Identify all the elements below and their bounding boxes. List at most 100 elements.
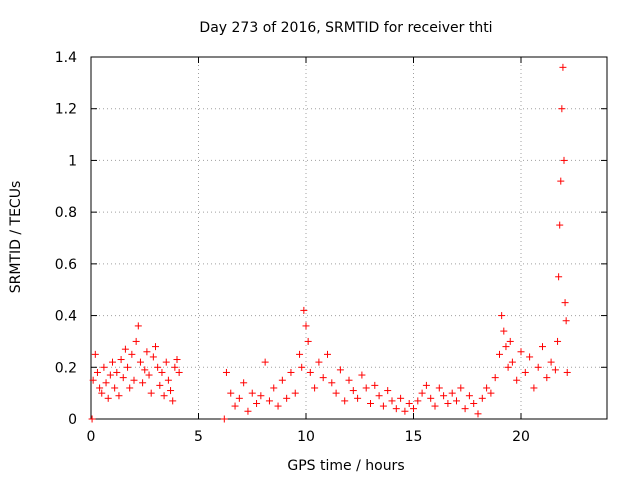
data-point xyxy=(354,394,362,402)
data-point xyxy=(448,389,456,397)
data-point xyxy=(414,397,422,405)
data-point xyxy=(440,392,448,400)
data-point xyxy=(88,415,96,423)
data-point xyxy=(547,358,555,366)
data-point xyxy=(311,384,319,392)
grid xyxy=(91,57,607,419)
data-point xyxy=(559,63,567,71)
axis-ticks: 0 5 10 15 20 0 0.2 0.4 0.6 0.8 1 1.2 1.4 xyxy=(55,50,607,445)
data-point xyxy=(164,376,172,384)
data-point xyxy=(134,322,142,330)
data-point xyxy=(362,384,370,392)
data-point xyxy=(435,384,443,392)
data-point xyxy=(513,376,521,384)
data-point xyxy=(388,397,396,405)
data-point xyxy=(431,402,439,410)
data-point xyxy=(220,415,228,423)
data-point xyxy=(156,381,164,389)
data-point xyxy=(160,392,168,400)
data-point xyxy=(508,358,516,366)
data-point xyxy=(502,343,510,351)
data-point xyxy=(283,394,291,402)
data-point xyxy=(539,343,546,351)
data-point xyxy=(91,350,99,358)
data-point xyxy=(154,363,162,371)
data-point xyxy=(119,374,127,382)
data-point xyxy=(147,389,155,397)
data-point xyxy=(336,366,344,374)
data-point xyxy=(152,343,159,351)
y-tick-label: 0.8 xyxy=(55,205,77,221)
data-point xyxy=(504,363,512,371)
data-point xyxy=(143,348,151,356)
data-point xyxy=(487,389,495,397)
data-point xyxy=(478,394,486,402)
data-point xyxy=(345,376,353,384)
y-axis-label: SRMTID / TECUs xyxy=(8,181,24,294)
x-tick-label: 0 xyxy=(87,429,96,445)
data-point xyxy=(401,407,409,415)
data-point xyxy=(93,368,101,376)
data-point xyxy=(287,368,295,376)
data-point xyxy=(291,389,299,397)
data-point xyxy=(98,389,106,397)
data-point xyxy=(139,379,147,387)
data-point xyxy=(265,397,273,405)
data-point xyxy=(158,368,166,376)
data-point xyxy=(397,394,405,402)
data-point xyxy=(274,402,282,410)
data-point xyxy=(136,358,144,366)
x-axis-label: GPS time / hours xyxy=(287,458,404,474)
data-point xyxy=(534,363,542,371)
data-point xyxy=(341,397,349,405)
y-tick-label: 1 xyxy=(68,153,77,169)
data-point xyxy=(453,397,460,405)
data-point xyxy=(560,156,568,164)
y-tick-label: 0.4 xyxy=(55,309,77,325)
data-point xyxy=(418,389,426,397)
data-point xyxy=(498,312,506,320)
data-point xyxy=(261,358,269,366)
data-point xyxy=(465,392,473,400)
data-point xyxy=(113,368,121,376)
data-point xyxy=(379,402,387,410)
y-tick-label: 1.2 xyxy=(55,102,77,118)
data-point xyxy=(457,384,465,392)
data-point xyxy=(111,384,119,392)
data-point xyxy=(128,350,136,358)
data-point xyxy=(563,368,571,376)
data-point xyxy=(240,379,248,387)
data-point xyxy=(304,337,312,345)
data-point xyxy=(235,394,243,402)
y-tick-label: 0.6 xyxy=(55,257,77,273)
data-point xyxy=(257,392,265,400)
data-point xyxy=(392,405,400,413)
data-point xyxy=(332,389,340,397)
data-point xyxy=(315,358,323,366)
data-point xyxy=(555,273,563,281)
data-point xyxy=(141,366,149,374)
x-tick-label: 5 xyxy=(194,429,203,445)
data-point xyxy=(130,376,138,384)
data-point xyxy=(109,358,116,366)
data-point xyxy=(358,371,366,379)
data-point xyxy=(106,371,114,379)
data-point xyxy=(375,392,383,400)
data-point xyxy=(296,350,304,358)
data-point xyxy=(384,387,392,395)
data-point xyxy=(371,381,379,389)
data-point xyxy=(115,392,123,400)
data-point xyxy=(324,350,331,358)
x-tick-label: 15 xyxy=(405,429,423,445)
data-point xyxy=(89,376,97,384)
data-point xyxy=(328,379,336,387)
data-point xyxy=(231,402,239,410)
data-point xyxy=(173,356,181,364)
data-point xyxy=(422,381,430,389)
data-point xyxy=(278,376,286,384)
data-point xyxy=(554,337,562,345)
data-point xyxy=(124,363,132,371)
data-points xyxy=(88,63,571,423)
